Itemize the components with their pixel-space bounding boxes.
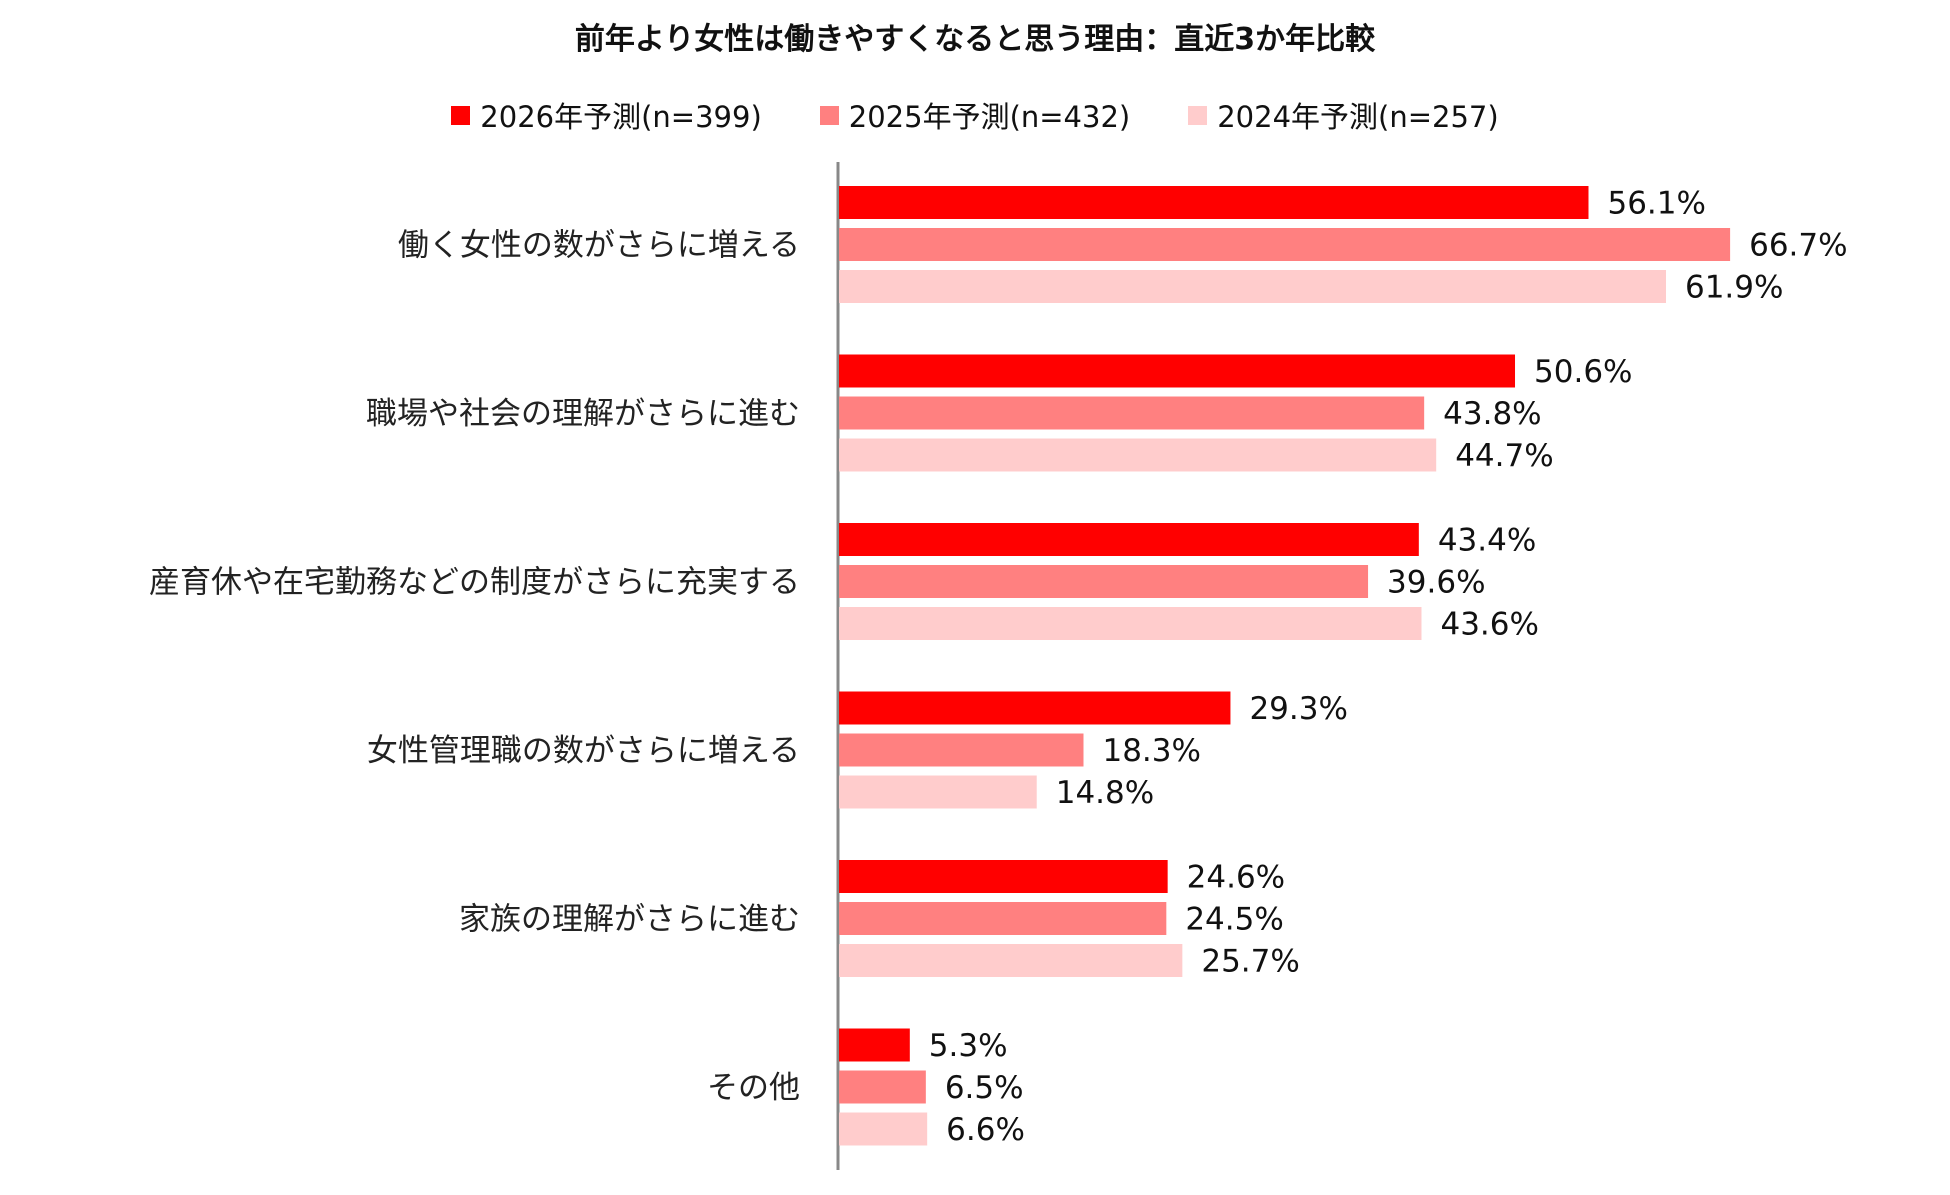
bar-2026	[839, 1028, 910, 1062]
value-label-2024: 43.6%	[1440, 607, 1538, 643]
bar-2026	[839, 523, 1419, 556]
chart-title: 前年より女性は働きやすくなると思う理由：直近3か年比較	[574, 22, 1376, 57]
category-label: 働く女性の数がさらに増える	[398, 228, 800, 264]
bar-2026	[839, 691, 1231, 725]
legend-item-2024: 2024年予測(n=257)	[1188, 94, 1499, 136]
category-label: その他	[707, 1070, 800, 1106]
value-label-2025: 6.5%	[945, 1070, 1024, 1106]
value-label-2025: 18.3%	[1102, 733, 1200, 769]
bar-2024	[839, 438, 1437, 472]
value-label-2025: 43.8%	[1443, 396, 1541, 432]
bar-2025	[839, 565, 1369, 598]
value-label-2026: 24.6%	[1187, 860, 1285, 896]
legend-item-2026: 2026年予測(n=399)	[451, 94, 762, 136]
value-label-2025: 39.6%	[1387, 565, 1485, 601]
value-label-2026: 43.4%	[1438, 523, 1536, 559]
legend-item-2025: 2025年予測(n=432)	[819, 94, 1131, 136]
value-label-2024: 14.8%	[1056, 775, 1154, 811]
category-label: 女性管理職の数がさらに増える	[367, 733, 800, 769]
bar-2026	[839, 860, 1168, 893]
bar-2025	[839, 1070, 926, 1104]
legend: 2026年予測(n=399) 2025年予測(n=432) 2024年予測(n=…	[0, 94, 1950, 136]
bar-2026	[839, 186, 1589, 219]
legend-swatch-2024	[1188, 105, 1208, 125]
bar-2024	[839, 944, 1183, 977]
bar-2026	[839, 354, 1516, 388]
bar-2025	[839, 228, 1731, 261]
value-label-2026: 50.6%	[1534, 354, 1632, 390]
legend-label-2025: 2025年予測(n=432)	[848, 100, 1131, 134]
category-label: 職場や社会の理解がさらに進む	[366, 396, 800, 432]
bar-2024	[839, 775, 1037, 809]
bar-2025	[839, 396, 1425, 430]
bar-2024	[839, 1112, 928, 1146]
value-label-2026: 5.3%	[929, 1028, 1008, 1064]
value-label-2025: 66.7%	[1749, 228, 1847, 264]
value-label-2024: 61.9%	[1685, 270, 1783, 306]
category-label: 産育休や在宅勤務などの制度がさらに充実する	[149, 565, 800, 601]
value-label-2024: 25.7%	[1201, 944, 1299, 980]
bar-2024	[839, 270, 1666, 303]
value-label-2025: 24.5%	[1185, 902, 1283, 938]
value-label-2024: 6.6%	[946, 1112, 1025, 1148]
value-label-2024: 44.7%	[1455, 438, 1553, 474]
legend-swatch-2025	[819, 105, 839, 125]
bar-2025	[839, 733, 1084, 767]
legend-label-2026: 2026年予測(n=399)	[480, 100, 762, 134]
value-label-2026: 56.1%	[1607, 186, 1705, 222]
bar-2024	[839, 607, 1422, 640]
category-label: 家族の理解がさらに進む	[459, 902, 800, 938]
value-label-2026: 29.3%	[1249, 691, 1347, 727]
bar-2025	[839, 902, 1167, 935]
legend-swatch-2026	[451, 105, 471, 125]
legend-label-2024: 2024年予測(n=257)	[1217, 100, 1499, 134]
